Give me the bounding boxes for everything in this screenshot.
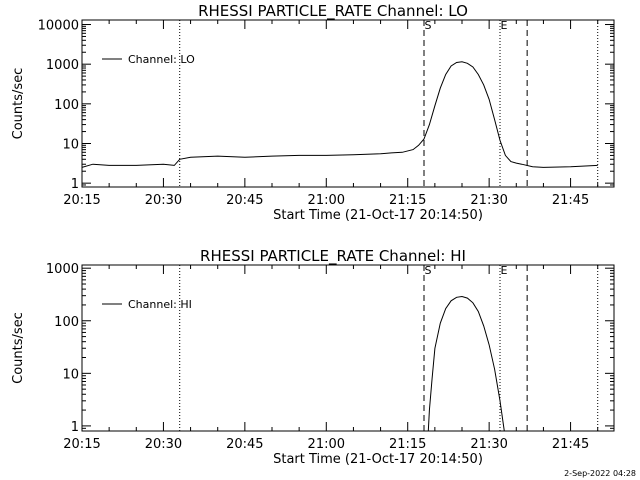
marker-label-s: S xyxy=(425,19,432,32)
marker-label-e: E xyxy=(501,264,508,277)
x-axis-label: Start Time (21-Oct-17 20:14:50) xyxy=(273,208,483,223)
legend-label: Channel: LO xyxy=(128,53,195,66)
plot-frame xyxy=(81,19,615,188)
y-tick-label: 10 xyxy=(62,137,79,152)
plot-frame xyxy=(81,264,615,432)
x-tick-label: 21:00 xyxy=(308,193,345,208)
x-tick-label: 20:45 xyxy=(226,193,263,208)
chart-panel-2: RHESSI PARTICLE_RATE Channel: HI Counts/s… xyxy=(11,247,615,467)
y-tick-label: 1 xyxy=(71,420,79,435)
y-tick-label: 100 xyxy=(54,315,79,330)
x-tick-label: 21:45 xyxy=(552,193,589,208)
x-tick-label: 21:00 xyxy=(308,437,345,452)
chart-title: RHESSI PARTICLE_RATE Channel: LO xyxy=(198,2,468,21)
chart-panel-1: RHESSI PARTICLE_RATE Channel: LO Counts/s… xyxy=(11,2,615,223)
chart-title: RHESSI PARTICLE_RATE Channel: HI xyxy=(200,247,466,266)
y-axis-label: Counts/sec xyxy=(11,312,26,384)
y-tick-label: 1 xyxy=(71,177,79,192)
y-axis-label: Counts/sec xyxy=(11,68,26,140)
series-line-channel-lo xyxy=(81,61,598,168)
x-tick-label: 21:30 xyxy=(470,437,507,452)
y-tick-label: 1000 xyxy=(46,58,79,73)
x-tick-label: 20:15 xyxy=(63,437,100,452)
x-tick-label: 21:30 xyxy=(470,193,507,208)
x-tick-label: 20:45 xyxy=(226,437,263,452)
y-tick-label: 1000 xyxy=(46,262,79,277)
y-tick-label: 100 xyxy=(54,98,79,113)
x-tick-label: 20:15 xyxy=(63,193,100,208)
y-tick-label: 10000 xyxy=(38,19,79,34)
x-tick-label: 21:15 xyxy=(389,193,426,208)
y-tick-label: 10 xyxy=(62,367,79,382)
legend-label: Channel: HI xyxy=(128,298,192,311)
marker-label-e: E xyxy=(501,19,508,32)
x-tick-label: 20:30 xyxy=(145,437,182,452)
x-tick-label: 21:45 xyxy=(552,437,589,452)
x-axis-label: Start Time (21-Oct-17 20:14:50) xyxy=(273,452,483,467)
series-line-channel-hi xyxy=(427,295,505,432)
x-tick-label: 20:30 xyxy=(145,193,182,208)
marker-label-s: S xyxy=(425,264,432,277)
timestamp-footer: 2-Sep-2022 04:28 xyxy=(564,469,636,478)
x-tick-label: 21:15 xyxy=(389,437,426,452)
